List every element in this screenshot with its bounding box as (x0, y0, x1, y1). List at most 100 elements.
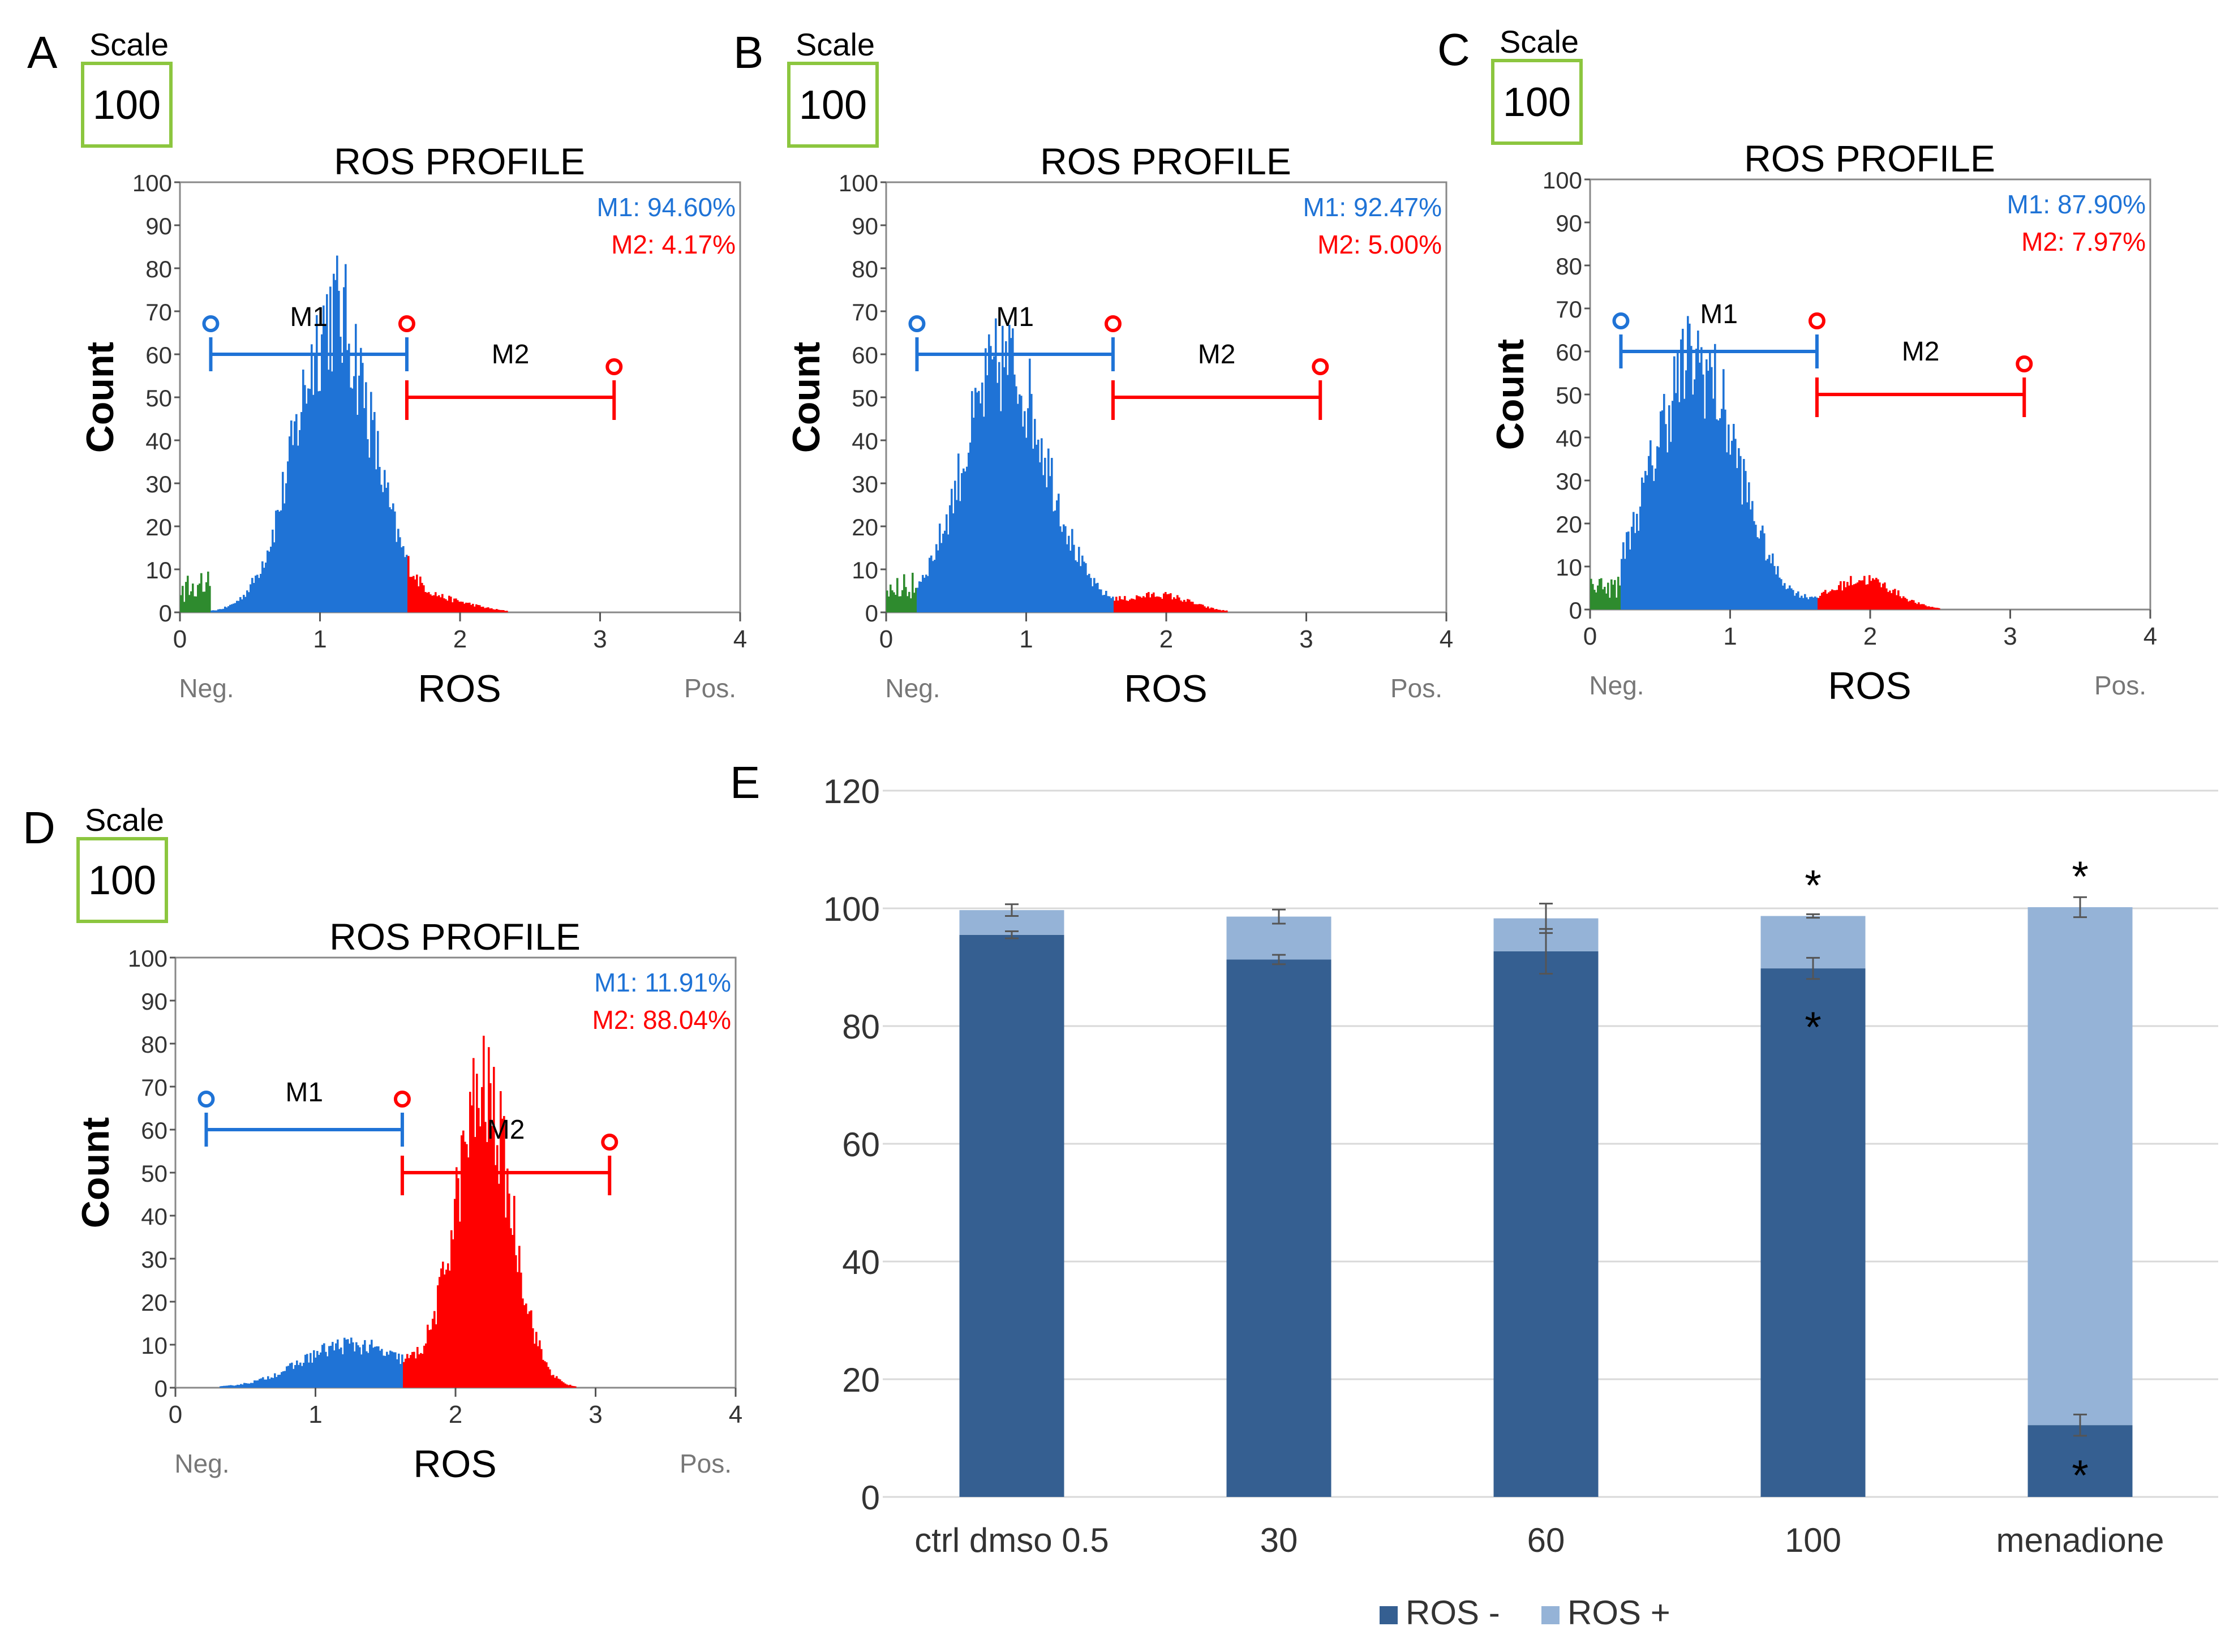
histogram-bar (1610, 579, 1613, 610)
histogram-bar (1936, 607, 1939, 610)
histogram-bar (1592, 583, 1594, 610)
histogram-bar (214, 610, 216, 612)
histogram-bar (900, 596, 902, 612)
histogram-bar (1694, 379, 1696, 610)
histogram-bar (226, 1385, 229, 1388)
histogram-bar (1195, 604, 1197, 612)
histogram-bar (267, 1376, 269, 1388)
histogram-bar (270, 546, 272, 612)
histogram-bar (307, 388, 310, 612)
histogram-bar (1682, 328, 1684, 610)
histogram-bar (488, 1047, 490, 1388)
histogram-bar (244, 597, 247, 612)
histogram-bar (382, 492, 384, 612)
histogram-bar (1631, 526, 1633, 610)
pos-label: Pos. (1390, 673, 1442, 703)
histogram-bar (1180, 600, 1182, 612)
histogram-bar (963, 468, 965, 612)
histogram-bar (1829, 591, 1832, 610)
histogram-bar (258, 578, 260, 612)
histogram-bar (259, 1379, 261, 1388)
histogram-bar (453, 598, 456, 612)
histogram-bar (1704, 418, 1706, 610)
histogram-bar (481, 1087, 483, 1388)
histogram-bar (403, 1362, 405, 1388)
histogram-title: ROS PROFILE (1040, 140, 1291, 182)
histogram-bar (506, 611, 508, 612)
histogram-bar (996, 383, 999, 612)
histogram-bar (435, 1324, 437, 1388)
category-label: 100 (1785, 1521, 1841, 1559)
histogram-bar (285, 483, 287, 612)
histogram-bar (1156, 596, 1158, 612)
histogram-bar (964, 471, 966, 612)
histogram-bar (391, 1351, 393, 1388)
histogram-bar (392, 503, 394, 612)
histogram-bar (251, 578, 254, 612)
x-tick-label: 1 (308, 1401, 322, 1428)
histogram-bar (1183, 599, 1185, 612)
histogram-bar (263, 568, 265, 612)
histogram-bar (1149, 597, 1152, 612)
histogram-bar (1146, 593, 1148, 612)
histogram-bar (330, 1345, 332, 1388)
histogram-bar (476, 1074, 478, 1388)
histogram-bar (1695, 349, 1698, 610)
histogram-bar (1925, 605, 1927, 610)
histogram-bar (1897, 590, 1900, 610)
histogram-bar (1027, 408, 1029, 612)
histogram-bar (1923, 604, 1925, 610)
gate-m1-percent: M1: 87.90% (2007, 190, 2146, 219)
legend-label-ros-pos: ROS + (1567, 1594, 1670, 1632)
histogram-bar (944, 530, 946, 612)
histogram-bar (1850, 576, 1852, 610)
histogram-bar (1219, 610, 1221, 612)
panel-letter: E (730, 757, 760, 808)
histogram-bar (988, 334, 990, 612)
histogram-bar (1872, 578, 1874, 610)
histogram-bar (566, 1384, 568, 1388)
y-tick-label: 0 (861, 1479, 880, 1517)
histogram-bar (479, 605, 481, 612)
histogram-bar (1933, 607, 1935, 610)
histogram-bar (1819, 595, 1822, 610)
histogram-bar (551, 1375, 553, 1388)
histogram-bar (406, 555, 408, 612)
histogram-bar (1217, 610, 1219, 612)
histogram-bar (1643, 482, 1645, 610)
histogram-bar (1935, 607, 1937, 610)
y-tick-label: 90 (852, 213, 878, 239)
histogram-bar (472, 1058, 475, 1388)
histogram-bar (529, 1311, 531, 1388)
histogram-bar (429, 594, 432, 612)
histogram-bar (1109, 596, 1111, 612)
histogram-bar (1867, 584, 1869, 610)
histogram-bar (561, 1381, 563, 1388)
histogram-bar (1904, 598, 1906, 610)
histogram-bar (250, 1383, 252, 1388)
histogram-bar (1658, 447, 1660, 610)
y-tick-label: 30 (141, 1246, 167, 1273)
histogram-bar (523, 1305, 526, 1388)
histogram-bar (381, 1349, 383, 1388)
histogram-bar (222, 608, 225, 612)
histogram-bar (321, 1345, 324, 1388)
gate-m1-handle-left (202, 315, 220, 332)
histogram-bar (974, 388, 977, 612)
histogram-bar (205, 582, 208, 612)
histogram-bar (402, 546, 405, 612)
histogram-bar (372, 1348, 375, 1388)
histogram-bar (1056, 500, 1058, 612)
histogram-bar (564, 1383, 566, 1388)
histogram-bar (383, 1355, 385, 1388)
histogram-bar (1722, 369, 1725, 610)
histogram-bar (286, 1366, 288, 1388)
histogram-bar (400, 1364, 402, 1388)
histogram-bar (1887, 591, 1889, 610)
histogram-bar (510, 1228, 512, 1388)
histogram-bar (1826, 594, 1828, 610)
histogram-bar (923, 577, 926, 612)
histogram-bar (270, 1377, 273, 1388)
histogram-bar (1051, 458, 1053, 612)
